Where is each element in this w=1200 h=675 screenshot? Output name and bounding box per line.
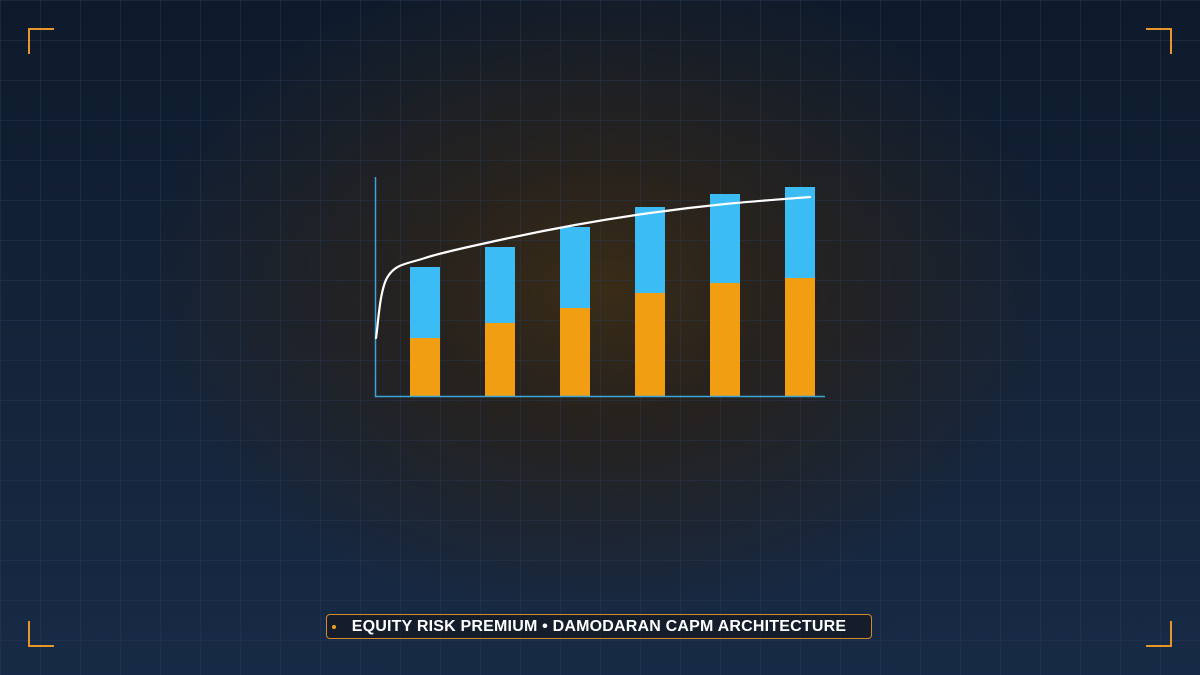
bar-segment-bottom-6	[785, 278, 815, 397]
bar-segment-top-5	[710, 194, 740, 283]
bar-segment-top-3	[560, 227, 590, 308]
bar-segment-top-1	[410, 267, 440, 338]
caption-text: EQUITY RISK PREMIUM • DAMODARAN CAPM ARC…	[351, 617, 847, 635]
caption-bullet-icon	[332, 625, 336, 629]
bar-segment-top-6	[785, 187, 815, 278]
bar-segment-bottom-1	[410, 338, 440, 397]
corner-bracket-bottom-right	[1146, 621, 1172, 647]
bar-segment-top-2	[485, 247, 515, 323]
caption-badge: EQUITY RISK PREMIUM • DAMODARAN CAPM ARC…	[326, 614, 872, 639]
bar-segment-bottom-3	[560, 308, 590, 397]
corner-bracket-top-right	[1146, 28, 1172, 54]
bar-segment-top-4	[635, 207, 665, 293]
bar-segment-bottom-5	[710, 283, 740, 397]
bar-segment-bottom-4	[635, 293, 665, 397]
bar-group	[410, 187, 815, 397]
corner-bracket-bottom-left	[28, 621, 54, 647]
bar-segment-bottom-2	[485, 323, 515, 397]
trend-line	[374, 195, 812, 340]
corner-bracket-top-left	[28, 28, 54, 54]
